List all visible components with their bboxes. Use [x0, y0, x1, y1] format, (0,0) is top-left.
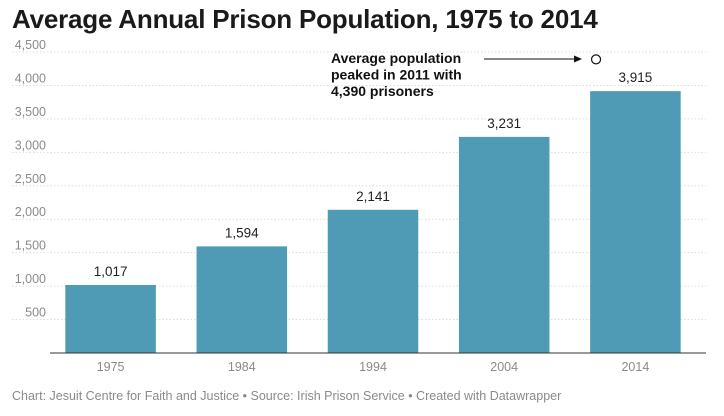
annotation: Average population peaked in 2011 with 4,3…: [331, 50, 602, 99]
chart-title: Average Annual Prison Population, 1975 t…: [12, 4, 598, 34]
bar-value-label: 1,594: [225, 225, 259, 240]
bar: [458, 136, 550, 353]
annotation-text: Average population peaked in 2011 with 4,3…: [331, 50, 462, 99]
y-tick-label: 1,500: [15, 239, 46, 253]
bars: [65, 91, 681, 353]
y-tick-label: 2,000: [15, 205, 46, 219]
annotation-line: peaked in 2011 with: [331, 67, 462, 83]
bar: [590, 91, 681, 353]
x-tick-label: 2014: [621, 360, 649, 374]
x-tick-label: 1994: [359, 360, 387, 374]
y-tick-label: 1,000: [15, 272, 46, 286]
x-tick-label: 1975: [97, 360, 125, 374]
x-tick-label: 2004: [490, 360, 518, 374]
bar-value-label: 3,915: [619, 70, 653, 85]
y-tick-label: 2,500: [15, 172, 46, 186]
y-axis-tick-labels: 500 1,000 1,500 2,000 2,500 3,000 3,500 4,000 4,…: [15, 38, 46, 320]
y-tick-label: 3,500: [15, 105, 46, 119]
bar-value-label: 3,231: [487, 116, 521, 131]
y-tick-label: 4,500: [15, 38, 46, 52]
peak-marker: [590, 54, 602, 65]
x-tick-label: 1984: [228, 360, 256, 374]
bar-value-label: 2,141: [356, 189, 390, 204]
annotation-line: 4,390 prisoners: [331, 83, 434, 99]
bar-value-labels: 1,017 1,594 2,141 3,231 3,915: [94, 70, 653, 279]
bar-value-label: 1,017: [94, 264, 128, 279]
y-tick-label: 3,000: [15, 138, 46, 152]
annotation-arrow-head: [574, 55, 583, 63]
y-tick-label: 4,000: [15, 71, 46, 85]
annotation-line: Average population: [331, 50, 461, 66]
x-axis-tick-labels: 1975 1984 1994 2004 2014: [97, 360, 650, 374]
chart-footer: Chart: Jesuit Centre for Faith and Justi…: [12, 389, 562, 403]
bar: [65, 284, 156, 353]
bar: [196, 246, 288, 353]
y-tick-label: 500: [25, 306, 46, 320]
bar: [327, 209, 419, 353]
